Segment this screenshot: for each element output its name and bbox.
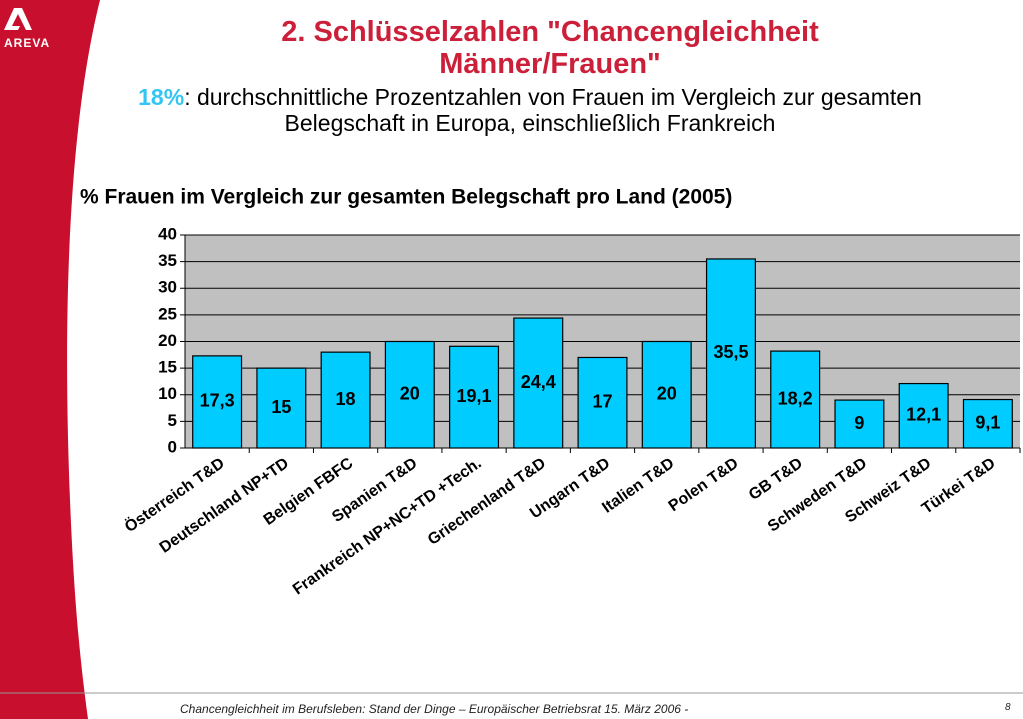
value-label: 20 bbox=[400, 384, 420, 404]
logo-mark bbox=[4, 8, 32, 30]
value-label: 19,1 bbox=[457, 386, 492, 406]
bar bbox=[834, 399, 885, 449]
value-label: 18,2 bbox=[778, 388, 813, 408]
y-tick-label: 40 bbox=[158, 224, 177, 243]
x-tick-label: Griechenland T&D bbox=[425, 455, 549, 549]
value-label: 9,1 bbox=[975, 413, 1000, 433]
subtitle-text: : durchschnittliche Prozentzahlen von Fr… bbox=[184, 84, 922, 136]
page-number: 8 bbox=[1005, 702, 1011, 713]
y-tick-label: 35 bbox=[158, 251, 177, 270]
highlight: 18% bbox=[138, 84, 185, 110]
bar bbox=[192, 355, 243, 449]
value-label: 35,5 bbox=[713, 342, 748, 362]
value-label: 17 bbox=[592, 391, 612, 411]
y-tick-label: 25 bbox=[158, 304, 177, 323]
bar bbox=[705, 258, 756, 449]
value-label: 12,1 bbox=[906, 405, 941, 425]
value-label: 15 bbox=[271, 397, 291, 417]
bar bbox=[577, 356, 628, 449]
value-label: 18 bbox=[336, 389, 356, 409]
side-band bbox=[0, 0, 100, 719]
value-label: 20 bbox=[657, 384, 677, 404]
footer: Chancengleichheit im Berufsleben: Stand … bbox=[180, 702, 689, 716]
logo: AREVA bbox=[4, 36, 51, 50]
y-tick-label: 5 bbox=[168, 411, 177, 430]
y-tick-label: 0 bbox=[168, 437, 177, 456]
chart-title: % Frauen im Vergleich zur gesamten Beleg… bbox=[80, 186, 732, 209]
subtitle: 18%: durchschnittliche Prozentzahlen von… bbox=[110, 84, 950, 136]
y-tick-label: 10 bbox=[158, 384, 177, 403]
bar bbox=[449, 345, 500, 449]
x-tick-label: Polen T&D bbox=[666, 455, 742, 515]
bar bbox=[320, 351, 371, 449]
value-label: 9 bbox=[854, 413, 864, 433]
y-tick-label: 30 bbox=[158, 278, 177, 297]
bar bbox=[898, 382, 949, 449]
bar bbox=[641, 340, 692, 449]
value-label: 24,4 bbox=[521, 372, 556, 392]
y-tick-label: 15 bbox=[158, 358, 177, 377]
title-line: 2. Schlüsselzahlen "Chancengleichheit bbox=[281, 16, 819, 48]
value-label: 17,3 bbox=[200, 391, 235, 411]
title-line: Männer/Frauen" bbox=[439, 48, 661, 80]
bar bbox=[962, 398, 1013, 449]
bar bbox=[770, 350, 821, 449]
x-tick-label: Italien T&D bbox=[599, 455, 677, 517]
y-tick-label: 20 bbox=[158, 331, 177, 350]
x-tick-label: GB T&D bbox=[746, 455, 806, 504]
slide-title: 2. Schlüsselzahlen "Chancengleichheit Mä… bbox=[160, 16, 940, 80]
bar bbox=[256, 367, 307, 449]
bar bbox=[513, 317, 564, 449]
bar bbox=[384, 340, 435, 449]
